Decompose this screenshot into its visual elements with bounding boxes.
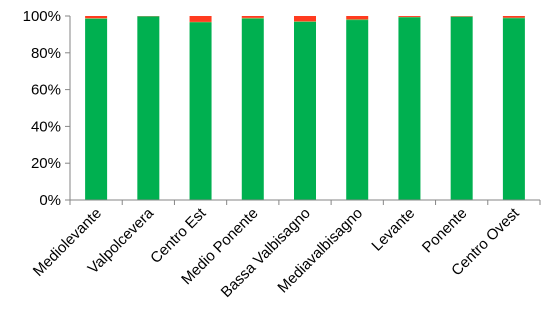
bar-segment-3: [85, 16, 108, 19]
bar-segment-1: [294, 21, 316, 200]
y-tick-label: 60%: [31, 82, 61, 99]
bar-segment-3: [398, 16, 421, 17]
bar-segment-1: [450, 16, 473, 201]
bar-segment-3: [294, 16, 316, 22]
bar-segment-1: [137, 16, 160, 201]
bar-segment-1: [85, 18, 108, 201]
y-axis-ticks: 0% 20% 40% 60% 80% 100%: [23, 8, 541, 209]
bar-segment-2: [85, 18, 108, 19]
bar-segment-1: [398, 17, 421, 201]
bar-segment-1: [241, 18, 264, 201]
x-tick-label: Levante: [368, 205, 418, 255]
bar-segment-2: [294, 21, 316, 22]
bar-segment-3: [502, 16, 525, 18]
y-tick-label: 40%: [31, 118, 61, 135]
bar-segment-3: [241, 16, 264, 18]
bar-segment-3: [346, 16, 369, 20]
x-tick-label: Ponente: [419, 205, 471, 257]
y-tick-label: 20%: [31, 155, 61, 172]
y-tick-label: 100%: [23, 8, 61, 25]
bar-segment-1: [502, 18, 525, 200]
x-tick-label: Bassa Valbisagno: [218, 205, 314, 301]
bar-segment-3: [189, 16, 212, 22]
bar-segment-2: [502, 17, 525, 19]
y-tick-label: 0%: [39, 192, 61, 209]
bar-segment-2: [189, 21, 212, 23]
bar-stacks: [85, 16, 525, 201]
y-tick-label: 80%: [31, 45, 61, 62]
bar-segment-1: [189, 22, 212, 200]
bar-segment-2: [346, 19, 369, 21]
bar-segment-1: [346, 20, 369, 200]
bar-segment-2: [241, 17, 264, 19]
